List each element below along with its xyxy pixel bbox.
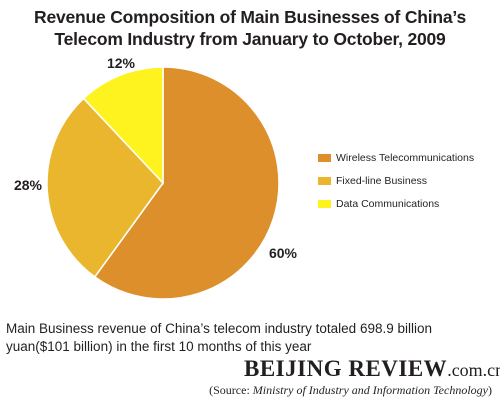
chart-note: Main Business revenue of China’s telecom… <box>6 321 432 354</box>
source-credit: (Source: Ministry of Industry and Inform… <box>209 383 492 398</box>
pie-label-fixed-line: 28% <box>14 177 43 193</box>
legend-swatch-fixed-line <box>318 176 331 185</box>
pie-slice-wireless <box>93 66 280 300</box>
legend-item-wireless: Wireless Telecommunications <box>318 147 500 168</box>
chart-title-line-2: Telecom Industry from January to October… <box>54 29 446 49</box>
pie-label-data: 12% <box>107 55 136 71</box>
brand-logo: BEIJING REVIEW.com.cn <box>244 356 500 382</box>
pie-slice-fixed-line <box>46 97 164 278</box>
chart-title: Revenue Composition of Main Businesses o… <box>0 6 500 50</box>
legend-item-fixed-line: Fixed-line Business <box>318 170 500 191</box>
chart-legend: Wireless Telecommunications Fixed-line B… <box>318 147 500 216</box>
legend-swatch-wireless <box>318 153 331 162</box>
source-name: Ministry of Industry and Information Tec… <box>252 383 488 397</box>
legend-label-wireless: Wireless Telecommunications <box>336 151 475 164</box>
source-suffix: ) <box>488 383 492 397</box>
pie-label-wireless: 60% <box>269 245 298 261</box>
source-prefix: (Source: <box>209 383 253 397</box>
legend-item-data: Data Communications <box>318 193 500 214</box>
chart-title-line-1: Revenue Composition of Main Businesses o… <box>34 7 466 27</box>
brand-name: BEIJING REVIEW <box>244 356 448 381</box>
legend-label-fixed-line: Fixed-line Business <box>336 174 428 187</box>
legend-swatch-data <box>318 199 331 208</box>
brand-domain: .com.cn <box>447 360 500 380</box>
legend-label-data: Data Communications <box>336 197 440 210</box>
pie-slice-data <box>82 66 164 185</box>
